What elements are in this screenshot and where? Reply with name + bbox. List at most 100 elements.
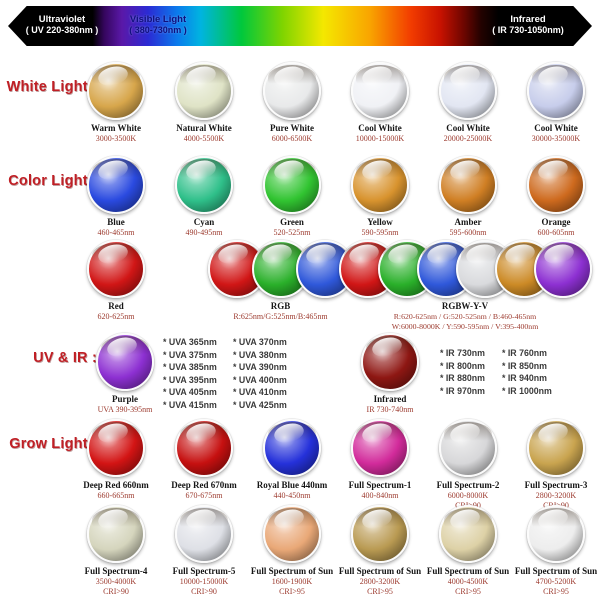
- led-name: Yellow: [367, 217, 393, 227]
- led-name: Purple: [112, 394, 138, 404]
- sphere-group: [338, 240, 592, 298]
- led-sphere: [351, 62, 409, 120]
- led-cell: Purple UVA 390-395nm: [85, 333, 165, 415]
- led-cell: Cyan 490-495nm: [160, 156, 248, 238]
- sphere-group: [361, 333, 419, 391]
- led-sub-label: CRI>90: [103, 587, 129, 597]
- led-sub-label: UVA 390-395nm: [97, 405, 153, 415]
- ir-band-range: ( IR 730-1050nm): [492, 25, 564, 36]
- led-cell: Red 620-625nm: [72, 240, 160, 322]
- led-cell: Orange 600-605nm: [512, 156, 600, 238]
- led-name: Warm White: [90, 123, 142, 133]
- wavelength-list-item: * UVA 400nm: [233, 374, 287, 385]
- sphere-group: [351, 156, 409, 214]
- wavelength-list-item: * UVA 370nm: [233, 337, 287, 347]
- led-sphere: [439, 156, 497, 214]
- sphere-group: [351, 62, 409, 120]
- led-name: Full Spectrum of Sun: [426, 566, 510, 576]
- led-name: Full Spectrum-4: [84, 566, 148, 576]
- sphere-group: [527, 505, 585, 563]
- sphere-group: [527, 156, 585, 214]
- led-sub-label: 490-495nm: [185, 228, 223, 238]
- led-sphere: [527, 62, 585, 120]
- led-name: Cool White: [534, 123, 578, 133]
- led-name: RGB: [270, 301, 291, 311]
- led-sub-label: 6000-6500K: [271, 134, 313, 144]
- visible-band-label: Visible Light ( 380-730nm ): [108, 14, 208, 36]
- wavelength-list-item: * UVA 390nm: [233, 362, 287, 373]
- led-sub-label: 3500-4000K: [95, 577, 137, 587]
- led-sphere: [533, 240, 592, 298]
- led-sub-label: 660-665nm: [97, 491, 135, 501]
- sphere-group: [96, 333, 154, 391]
- uv-band-title: Ultraviolet: [38, 14, 86, 25]
- led-sub-label: 440-450nm: [273, 491, 311, 501]
- led-sub-label: 600-605nm: [537, 228, 575, 238]
- led-sub-label: 460-465nm: [97, 228, 135, 238]
- led-sub-label: 2800-3200K: [359, 577, 401, 587]
- led-name: Full Spectrum-1: [348, 480, 412, 490]
- led-sphere: [351, 505, 409, 563]
- led-cell: Full Spectrum-1 400-840nm: [336, 419, 424, 501]
- led-sphere: [96, 333, 154, 391]
- wavelength-list-item: * UVA 405nm: [163, 387, 217, 398]
- row-header-grow-light: Grow Light :: [9, 436, 97, 452]
- sphere-group: [87, 62, 145, 120]
- led-sub-label: 520-525nm: [273, 228, 311, 238]
- wavelength-list-item: * IR 730nm: [440, 348, 485, 358]
- led-sub-label: CRI>95: [543, 587, 569, 597]
- sphere-group: [263, 62, 321, 120]
- led-sub-label: CRI>95: [455, 587, 481, 597]
- led-cell: Amber 595-600nm: [424, 156, 512, 238]
- led-cell: RGBW-Y-V R:620-625nm / G:520-525nm / B:46…: [336, 240, 594, 332]
- sphere-group: [175, 62, 233, 120]
- led-sub-label: 4000-4500K: [447, 577, 489, 587]
- led-name: Cyan: [193, 217, 215, 227]
- ir-band-title: Infrared: [510, 14, 546, 25]
- led-sub-label: 670-675nm: [185, 491, 223, 501]
- led-sphere: [439, 419, 497, 477]
- wavelength-list-item: * UVA 425nm: [233, 399, 287, 410]
- led-sphere: [361, 333, 419, 391]
- led-sub-label: 3000-3500K: [95, 134, 137, 144]
- led-cell: Green 520-525nm: [248, 156, 336, 238]
- led-cell: Blue 460-465nm: [72, 156, 160, 238]
- sphere-group: [87, 156, 145, 214]
- spectrum-bar: [8, 6, 592, 46]
- led-sphere: [175, 62, 233, 120]
- led-sub-label: R:620-625nm / G:520-525nm / B:460-465nm: [393, 312, 537, 322]
- sphere-group: [527, 62, 585, 120]
- sphere-group: [263, 156, 321, 214]
- led-sub-label: 4000-5500K: [183, 134, 225, 144]
- led-cell: Full Spectrum-5 10000-15000K CRI>90: [160, 505, 248, 598]
- led-sub-label: 10000-15000K: [179, 577, 229, 587]
- led-sub-label: R:625nm/G:525nm/B:465nm: [233, 312, 328, 322]
- led-sphere: [87, 156, 145, 214]
- wavelength-list-item: * IR 880nm: [440, 373, 485, 384]
- sphere-group: [175, 419, 233, 477]
- led-sphere: [87, 505, 145, 563]
- led-sub-label: 20000-25000K: [443, 134, 493, 144]
- wavelength-list-item: * IR 800nm: [440, 360, 485, 371]
- led-sphere: [175, 505, 233, 563]
- led-sub-label: 4700-5200K: [535, 577, 577, 587]
- led-sphere: [175, 156, 233, 214]
- led-name: Infrared: [373, 394, 407, 404]
- wavelength-list-item: * IR 970nm: [440, 385, 485, 396]
- sphere-group: [175, 505, 233, 563]
- sphere-group: [527, 419, 585, 477]
- wavelength-list-item: * UVA 380nm: [233, 349, 287, 360]
- led-cell: Deep Red 670nm 670-675nm: [160, 419, 248, 501]
- led-sphere: [87, 419, 145, 477]
- row-header-white-light: White Light :: [6, 79, 97, 95]
- led-sub-label: W:6000-8000K / Y:590-595nm / V:395-400nm: [391, 322, 539, 332]
- led-sphere: [175, 419, 233, 477]
- led-sphere: [263, 505, 321, 563]
- wavelength-list-item: * UVA 415nm: [163, 399, 217, 410]
- led-sub-label: IR 730-740nm: [366, 405, 414, 415]
- led-sub-label: CRI>95: [367, 587, 393, 597]
- led-sphere: [263, 62, 321, 120]
- sphere-group: [439, 156, 497, 214]
- led-cell: Yellow 590-595nm: [336, 156, 424, 238]
